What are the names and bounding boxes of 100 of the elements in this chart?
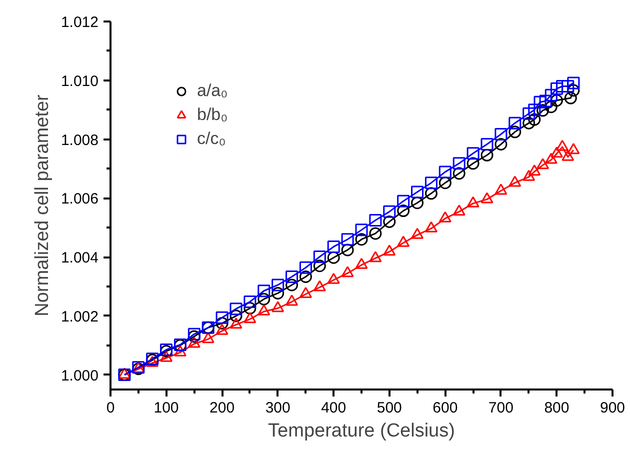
point: [522, 107, 536, 120]
point: [355, 224, 368, 236]
point: [424, 187, 438, 200]
y-tick-label: 1.000: [60, 367, 99, 384]
point: [550, 82, 563, 95]
x-tick-label: 600: [432, 400, 458, 416]
y-tick-label: 1.004: [60, 250, 99, 267]
y-tick-label: 1.012: [60, 14, 99, 31]
point: [539, 94, 552, 108]
point: [528, 104, 541, 116]
point: [424, 221, 438, 232]
point: [216, 317, 228, 330]
point: [355, 258, 368, 269]
x-tick-label: 800: [544, 400, 570, 416]
point: [327, 272, 340, 284]
point: [355, 233, 368, 246]
point: [411, 196, 424, 210]
point: [424, 176, 438, 190]
point: [438, 176, 452, 190]
point: [567, 76, 580, 90]
point: [522, 116, 536, 130]
point: [508, 116, 522, 130]
point: [286, 278, 298, 292]
point: [466, 157, 480, 170]
point: [556, 140, 569, 151]
y-tick-label: 1.010: [60, 72, 99, 90]
point: [544, 88, 558, 102]
point: [544, 152, 558, 164]
x-tick-label: 700: [488, 400, 514, 416]
point: [562, 150, 574, 161]
point: [528, 113, 541, 126]
point: [286, 294, 298, 306]
y-tick-label: 1.008: [60, 132, 99, 149]
point: [383, 205, 396, 218]
point: [544, 100, 558, 114]
point: [550, 94, 563, 107]
point: [480, 148, 494, 162]
point: [313, 260, 326, 272]
point: [118, 368, 131, 379]
point: [480, 192, 494, 204]
x-tick-label: 400: [321, 400, 346, 416]
x-tick-label: 900: [600, 400, 626, 416]
y-axis-title: Normalized cell parameter: [32, 94, 53, 316]
x-axis-title: Temperature (Celsius): [268, 420, 455, 442]
point: [313, 250, 326, 263]
point: [258, 284, 270, 298]
point: [397, 236, 410, 247]
point: [188, 336, 200, 348]
point: [480, 138, 494, 151]
point: [258, 292, 270, 306]
point: [202, 332, 214, 344]
point: [327, 251, 340, 264]
point: [452, 157, 466, 170]
point: [508, 176, 522, 187]
point: [567, 84, 580, 97]
point: [230, 318, 242, 329]
point: [536, 104, 550, 117]
point: [341, 244, 354, 256]
x-tick-label: 300: [265, 400, 290, 416]
point: [286, 270, 298, 283]
x-tick-label: 500: [376, 400, 402, 416]
point: [411, 186, 424, 198]
point: [313, 280, 326, 292]
point: [230, 310, 242, 322]
point: [230, 302, 242, 316]
point: [272, 286, 284, 300]
x-tick-label: 200: [210, 400, 235, 416]
point: [564, 92, 577, 104]
point: [528, 164, 541, 176]
point: [272, 301, 284, 312]
point: [216, 324, 228, 335]
point: [244, 302, 256, 314]
point: [369, 227, 382, 240]
point: [369, 251, 382, 262]
point: [216, 311, 228, 324]
point: [244, 296, 256, 308]
x-tick-label: 100: [154, 400, 179, 416]
point: [534, 96, 546, 108]
point: [341, 266, 354, 278]
point: [438, 211, 452, 222]
point: [411, 228, 424, 239]
point: [567, 143, 580, 154]
x-tick-label: 0: [106, 400, 115, 416]
point: [550, 146, 563, 158]
legend-label: b/b₀: [197, 105, 228, 125]
point: [244, 312, 256, 324]
point: [494, 128, 508, 141]
point: [160, 350, 173, 362]
point: [188, 330, 200, 343]
legend-label: c/c₀: [197, 129, 226, 149]
point: [466, 196, 480, 208]
point: [494, 184, 508, 195]
point: [494, 138, 508, 151]
point: [272, 278, 284, 292]
point: [369, 214, 382, 226]
y-tick-label: 1.002: [60, 308, 99, 326]
point: [397, 194, 410, 208]
point: [258, 304, 270, 316]
point: [466, 147, 480, 160]
point: [383, 244, 396, 256]
